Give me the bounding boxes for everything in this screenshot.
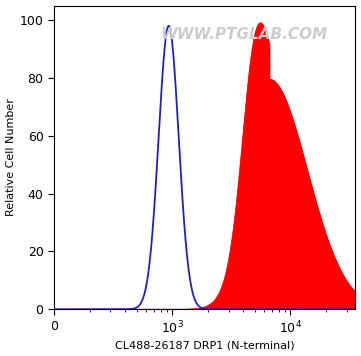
X-axis label: CL488-26187 DRP1 (N-terminal): CL488-26187 DRP1 (N-terminal): [115, 340, 295, 350]
Y-axis label: Relative Cell Number: Relative Cell Number: [5, 99, 16, 216]
Text: WWW.PTGLAB.COM: WWW.PTGLAB.COM: [160, 27, 327, 42]
